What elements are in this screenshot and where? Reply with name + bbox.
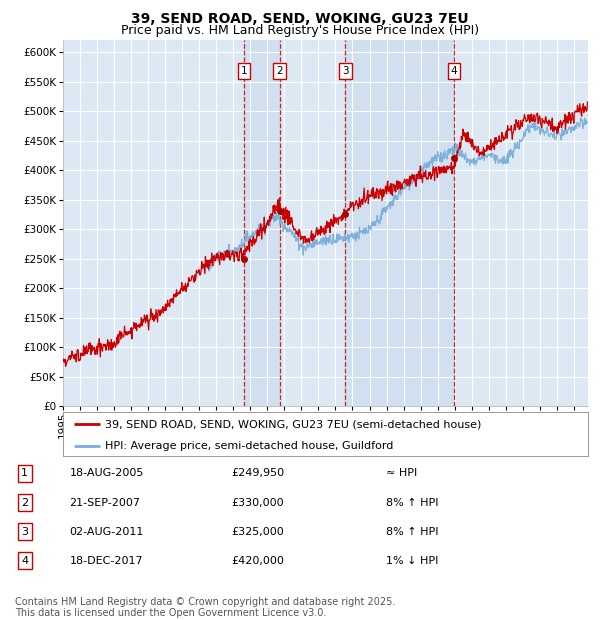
Text: 21-SEP-2007: 21-SEP-2007	[70, 497, 140, 508]
Text: £325,000: £325,000	[231, 526, 284, 537]
Text: 3: 3	[21, 526, 28, 537]
Text: 1: 1	[241, 66, 247, 76]
Bar	[244, 40, 280, 406]
Text: HPI: Average price, semi-detached house, Guildford: HPI: Average price, semi-detached house,…	[105, 441, 394, 451]
Bar	[346, 40, 454, 406]
Text: 18-AUG-2005: 18-AUG-2005	[70, 468, 144, 479]
Text: 3: 3	[342, 66, 349, 76]
Text: 39, SEND ROAD, SEND, WOKING, GU23 7EU (semi-detached house): 39, SEND ROAD, SEND, WOKING, GU23 7EU (s…	[105, 420, 481, 430]
Text: £330,000: £330,000	[231, 497, 284, 508]
Text: 39, SEND ROAD, SEND, WOKING, GU23 7EU: 39, SEND ROAD, SEND, WOKING, GU23 7EU	[131, 12, 469, 27]
Text: 2: 2	[276, 66, 283, 76]
Text: £420,000: £420,000	[231, 556, 284, 566]
Text: 4: 4	[451, 66, 457, 76]
Text: 1: 1	[21, 468, 28, 479]
Text: ≈ HPI: ≈ HPI	[386, 468, 418, 479]
Text: Price paid vs. HM Land Registry's House Price Index (HPI): Price paid vs. HM Land Registry's House …	[121, 24, 479, 37]
Text: Contains HM Land Registry data © Crown copyright and database right 2025.
This d: Contains HM Land Registry data © Crown c…	[15, 596, 395, 618]
Text: 02-AUG-2011: 02-AUG-2011	[70, 526, 144, 537]
Text: 8% ↑ HPI: 8% ↑ HPI	[386, 526, 439, 537]
Text: 4: 4	[21, 556, 28, 566]
Text: 18-DEC-2017: 18-DEC-2017	[70, 556, 143, 566]
Text: 1% ↓ HPI: 1% ↓ HPI	[386, 556, 439, 566]
Text: 2: 2	[21, 497, 28, 508]
Text: £249,950: £249,950	[231, 468, 284, 479]
Text: 8% ↑ HPI: 8% ↑ HPI	[386, 497, 439, 508]
